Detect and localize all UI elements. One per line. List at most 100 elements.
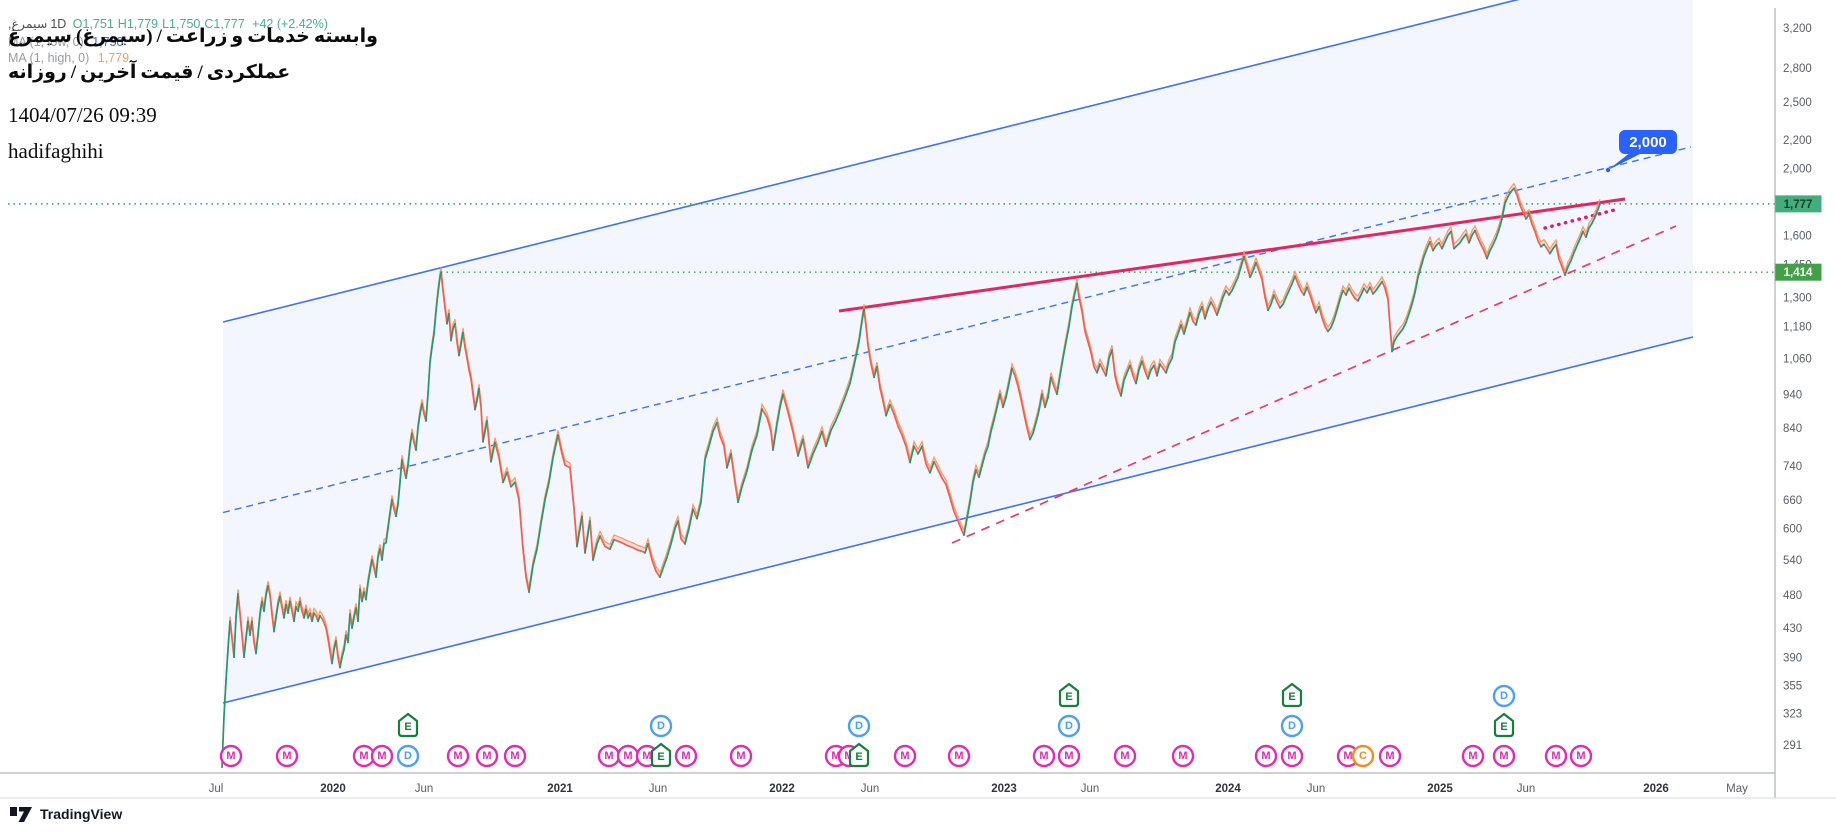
event-marker-E[interactable]: E: [397, 712, 419, 738]
price-target-callout[interactable]: 2,000: [1605, 130, 1677, 173]
chart-pane: [8, 0, 1775, 769]
event-marker-M[interactable]: M: [446, 744, 470, 768]
event-marker-E[interactable]: E: [848, 742, 870, 768]
svg-text:M: M: [1178, 750, 1187, 762]
event-marker-D[interactable]: D: [1057, 714, 1081, 738]
event-marker-M[interactable]: M: [893, 744, 917, 768]
price-axis-label: 540: [1783, 555, 1802, 567]
price-axis-label: 940: [1783, 389, 1802, 401]
svg-text:D: D: [1288, 720, 1296, 732]
price-axis[interactable]: 3,2002,8002,5002,2002,0001,8001,6001,450…: [1783, 23, 1812, 752]
svg-text:M: M: [1039, 750, 1048, 762]
svg-text:E: E: [855, 751, 862, 763]
svg-text:M: M: [681, 750, 690, 762]
time-axis-label: Jun: [649, 783, 668, 795]
event-marker-E[interactable]: E: [1493, 712, 1515, 738]
rising-support-dashed-line[interactable]: [951, 225, 1677, 544]
event-marker-D[interactable]: D: [847, 714, 871, 738]
price-line-down-segments[interactable]: [229, 187, 1587, 669]
event-marker-D[interactable]: D: [1492, 684, 1516, 708]
event-marker-M[interactable]: M: [1171, 744, 1195, 768]
channel-mid-dashed-line[interactable]: [222, 146, 1692, 514]
price-axis-label: 323: [1783, 709, 1802, 721]
price-axis-label: 1,600: [1783, 230, 1812, 242]
svg-text:M: M: [510, 750, 519, 762]
event-marker-E[interactable]: E: [650, 742, 672, 768]
time-axis-label: Jun: [1081, 783, 1100, 795]
svg-text:E: E: [404, 721, 411, 733]
svg-text:M: M: [1343, 750, 1352, 762]
time-axis-label: Jun: [861, 783, 880, 795]
event-marker-M[interactable]: M: [275, 744, 299, 768]
event-marker-M[interactable]: M: [1461, 744, 1485, 768]
event-marker-M[interactable]: M: [219, 744, 243, 768]
tradingview-logo-text: TradingView: [40, 806, 123, 822]
svg-text:M: M: [453, 750, 462, 762]
svg-text:M: M: [831, 750, 840, 762]
tradingview-logo[interactable]: TradingView: [10, 806, 122, 822]
event-marker-M[interactable]: M: [1492, 744, 1516, 768]
svg-text:M: M: [954, 750, 963, 762]
event-marker-E[interactable]: E: [1281, 682, 1303, 708]
tradingview-logo-icon: [10, 806, 32, 822]
event-marker-D[interactable]: D: [649, 714, 673, 738]
price-line-up-segments[interactable]: [221, 187, 1601, 769]
event-markers: MMMMDEMMMMMMEDMMMMEDMMMMDEMMMMDEMCMMMEDM…: [219, 682, 1593, 768]
event-marker-M[interactable]: M: [616, 744, 640, 768]
price-axis-label: 840: [1783, 423, 1802, 435]
svg-text:D: D: [855, 720, 863, 732]
event-marker-M[interactable]: M: [1254, 744, 1278, 768]
event-marker-M[interactable]: M: [1544, 744, 1568, 768]
svg-text:2,000: 2,000: [1629, 134, 1667, 151]
time-axis-label: May: [1726, 783, 1748, 795]
event-marker-C[interactable]: C: [1351, 744, 1375, 768]
svg-text:M: M: [1499, 750, 1508, 762]
svg-text:D: D: [404, 750, 412, 762]
price-axis-label: 430: [1783, 623, 1802, 635]
channel-upper-line[interactable]: [222, 0, 1693, 323]
time-axis-label: Jun: [1517, 783, 1536, 795]
svg-text:M: M: [736, 750, 745, 762]
svg-text:M: M: [1468, 750, 1477, 762]
svg-text:M: M: [226, 750, 235, 762]
svg-text:M: M: [1576, 750, 1585, 762]
event-marker-M[interactable]: M: [1032, 744, 1056, 768]
svg-text:M: M: [623, 750, 632, 762]
resistance-trend-line[interactable]: [838, 197, 1626, 313]
event-marker-M[interactable]: M: [1569, 744, 1593, 768]
svg-text:1,777: 1,777: [1784, 199, 1813, 211]
last-price-badge: 1,777: [1775, 195, 1822, 213]
event-marker-M[interactable]: M: [475, 744, 499, 768]
event-marker-D[interactable]: D: [1280, 714, 1304, 738]
event-marker-M[interactable]: M: [1378, 744, 1402, 768]
price-axis-label: 1,180: [1783, 321, 1812, 333]
event-marker-M[interactable]: M: [1057, 744, 1081, 768]
event-marker-E[interactable]: E: [1058, 682, 1080, 708]
svg-text:M: M: [642, 750, 651, 762]
svg-text:E: E: [657, 751, 664, 763]
price-axis-label: 1,300: [1783, 292, 1812, 304]
short-dotted-trend-line[interactable]: [1543, 207, 1620, 230]
svg-text:M: M: [1385, 750, 1394, 762]
time-axis-label: Jun: [415, 783, 434, 795]
event-marker-M[interactable]: M: [370, 744, 394, 768]
price-axis-label: 390: [1783, 652, 1802, 664]
price-axis-label: 355: [1783, 680, 1802, 692]
event-marker-M[interactable]: M: [674, 744, 698, 768]
svg-text:M: M: [377, 750, 386, 762]
event-marker-M[interactable]: M: [729, 744, 753, 768]
trend-channel-fill[interactable]: [223, 0, 1693, 703]
svg-text:M: M: [900, 750, 909, 762]
event-marker-M[interactable]: M: [947, 744, 971, 768]
time-axis-label: Jul: [209, 783, 224, 795]
event-marker-M[interactable]: M: [1113, 744, 1137, 768]
event-marker-M[interactable]: M: [1280, 744, 1304, 768]
event-marker-D[interactable]: D: [396, 744, 420, 768]
svg-text:M: M: [359, 750, 368, 762]
time-axis[interactable]: Jul 2020 Jun 2021 Jun 2022 Jun 2023 Jun 2024 Jun 20…: [209, 783, 1748, 795]
event-marker-M[interactable]: M: [503, 744, 527, 768]
svg-text:D: D: [1065, 720, 1073, 732]
svg-text:E: E: [1288, 691, 1295, 703]
event-marker-M[interactable]: M: [597, 744, 621, 768]
